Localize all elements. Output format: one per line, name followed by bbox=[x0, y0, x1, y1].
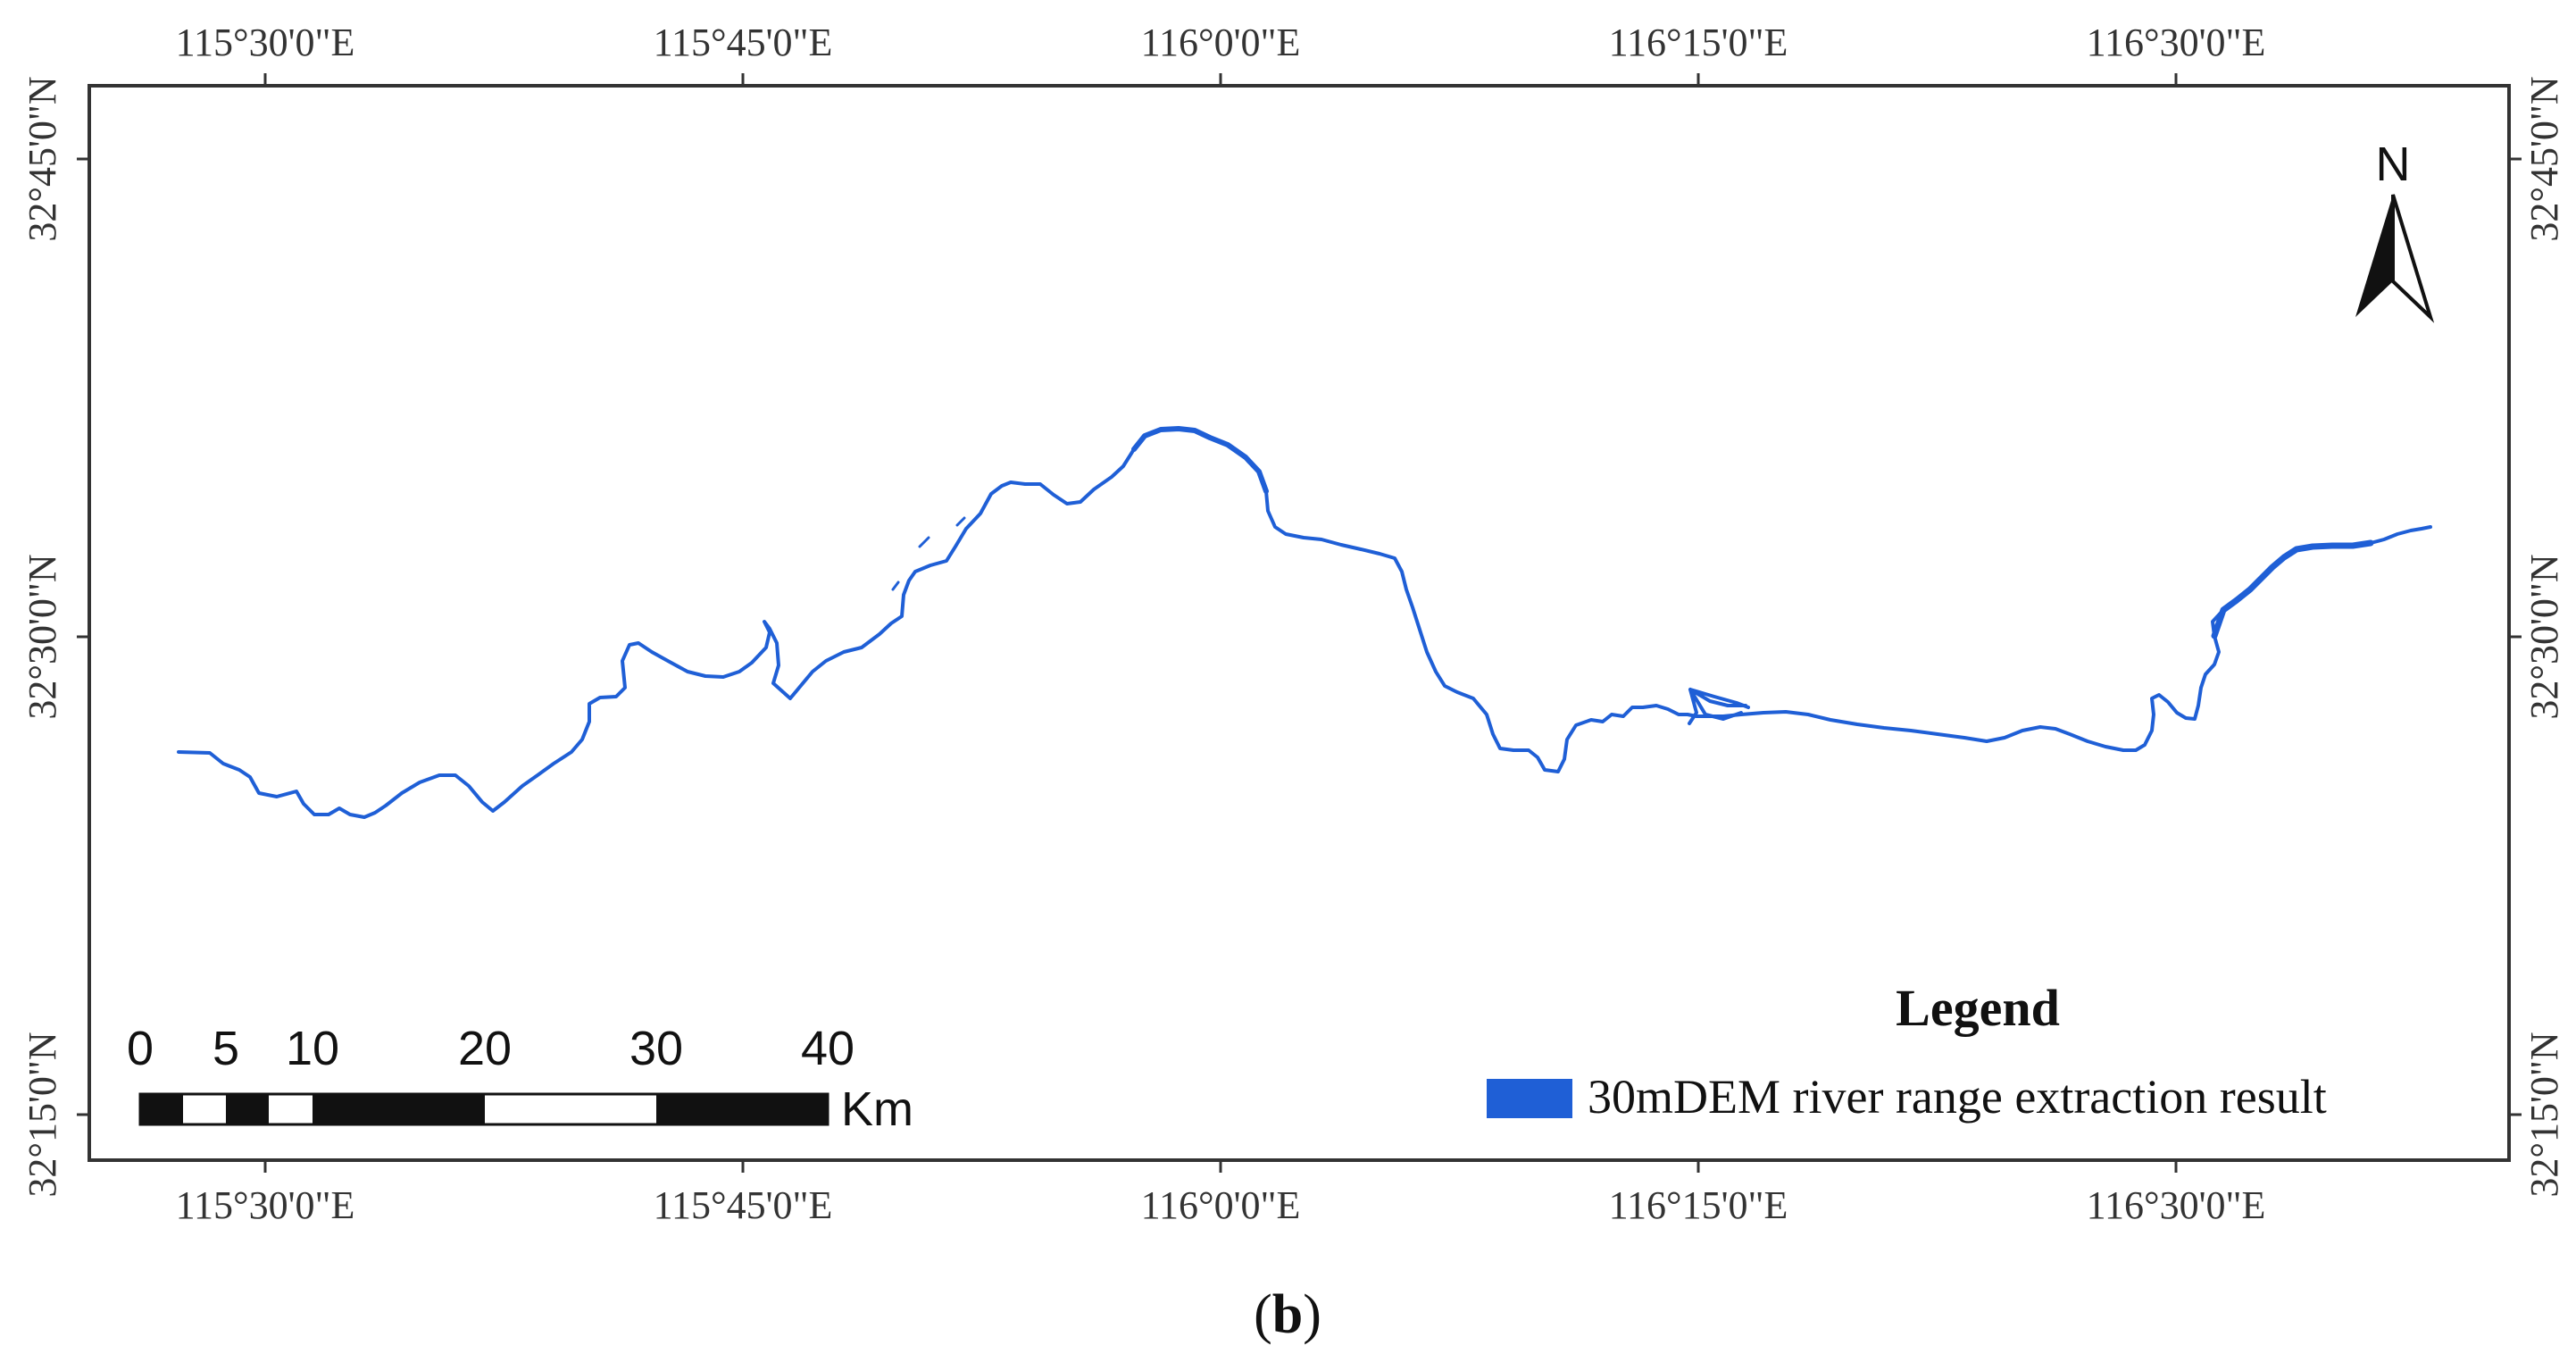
top-lon-label: 116°30'0"E bbox=[2087, 21, 2266, 64]
top-lon-label: 115°30'0"E bbox=[176, 21, 355, 64]
river-thick-segment bbox=[2211, 539, 2374, 639]
scale-unit: Km bbox=[841, 1082, 913, 1136]
left-lat-label: 32°45'0"N bbox=[21, 76, 64, 241]
map-frame bbox=[88, 84, 2511, 1162]
left-lat-label: 32°30'0"N bbox=[21, 554, 64, 719]
top-ticks bbox=[263, 73, 2178, 86]
caption-open: ( bbox=[1254, 1284, 1272, 1345]
scale-label: 30 bbox=[629, 1022, 683, 1075]
legend: Legend 30mDEM river range extraction res… bbox=[1487, 979, 2327, 1124]
caption-close: ) bbox=[1303, 1284, 1321, 1345]
scale-label: 0 bbox=[127, 1022, 154, 1075]
bottom-lon-label: 116°30'0"E bbox=[2087, 1183, 2266, 1227]
caption-letter: b bbox=[1272, 1284, 1303, 1345]
bottom-lon-label: 115°30'0"E bbox=[176, 1183, 355, 1227]
figure-caption: (b) bbox=[1254, 1284, 1321, 1345]
scale-label: 5 bbox=[213, 1022, 239, 1075]
bottom-lon-label: 116°15'0"E bbox=[1609, 1183, 1788, 1227]
river-extraction bbox=[177, 426, 2432, 819]
top-lon-label: 115°45'0"E bbox=[654, 21, 833, 64]
bottom-lon-label: 115°45'0"E bbox=[654, 1183, 833, 1227]
left-lat-label: 32°15'0"N bbox=[21, 1032, 64, 1197]
scale-bar: 0 5 10 20 30 40 Km bbox=[127, 1022, 913, 1136]
river-thick-segment bbox=[1131, 426, 1269, 494]
right-lat-label: 32°30'0"N bbox=[2522, 554, 2566, 719]
top-lon-label: 116°15'0"E bbox=[1609, 21, 1788, 64]
north-arrow-icon: N bbox=[2355, 138, 2435, 323]
top-lon-label: 116°0'0"E bbox=[1141, 21, 1301, 64]
scale-label: 40 bbox=[801, 1022, 854, 1075]
river-braid bbox=[1688, 688, 1750, 725]
north-label: N bbox=[2376, 138, 2411, 191]
bottom-ticks bbox=[263, 1160, 2178, 1173]
bottom-lon-label: 116°0'0"E bbox=[1141, 1183, 1301, 1227]
legend-swatch bbox=[1487, 1079, 1572, 1118]
legend-item-label: 30mDEM river range extraction result bbox=[1588, 1070, 2327, 1124]
right-ticks bbox=[2509, 157, 2522, 1116]
river-channel bbox=[177, 427, 2432, 819]
scale-label: 20 bbox=[458, 1022, 512, 1075]
river-fragment bbox=[891, 516, 966, 591]
legend-title: Legend bbox=[1896, 979, 2060, 1037]
left-ticks bbox=[77, 157, 89, 1116]
right-lat-label: 32°15'0"N bbox=[2522, 1032, 2566, 1197]
scale-label: 10 bbox=[286, 1022, 339, 1075]
right-lat-label: 32°45'0"N bbox=[2522, 76, 2566, 241]
